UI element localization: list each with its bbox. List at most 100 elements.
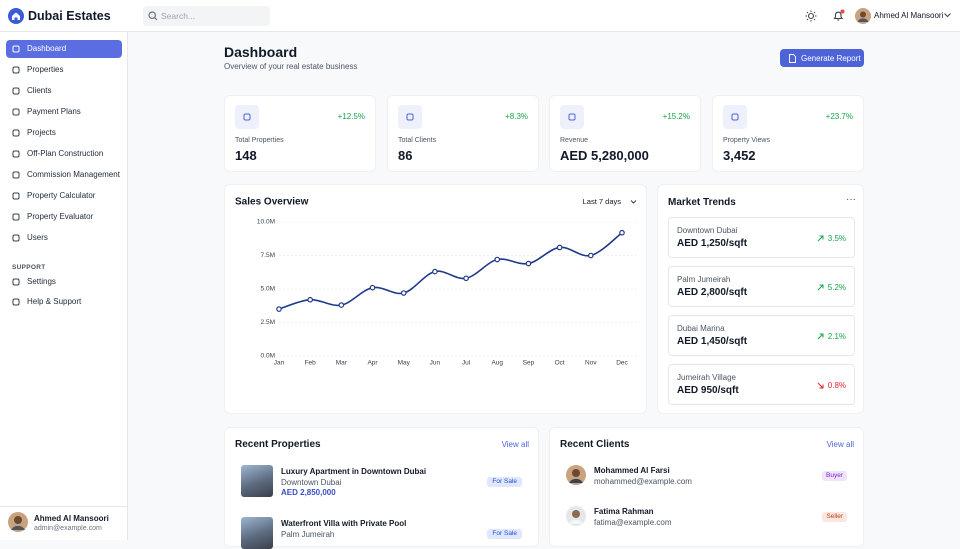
user-name[interactable]: Ahmed Al Mansoori [874,11,944,20]
stat-change: +12.5% [337,112,365,121]
client-avatar [566,465,586,485]
client-type-badge: Seller [822,512,847,522]
nav-label: Property Evaluator [27,212,94,221]
y-tick-label: 10.0M [257,219,275,226]
trend-change: 2.1% [827,332,846,341]
recent-clients-title: Recent Clients [560,439,630,450]
nav-item[interactable]: Property Calculator [6,187,122,205]
property-thumbnail [241,517,273,549]
property-location: Palm Jumeirah [281,530,335,539]
logo [8,8,24,24]
property-price: AED 2,850,000 [281,488,336,497]
data-point [338,302,345,308]
view-all-link[interactable]: View all [501,440,529,449]
icon-glyph [406,113,414,121]
trend-arrow [817,235,824,242]
data-point [619,229,625,236]
nav-item[interactable]: Clients [6,82,122,100]
more-menu[interactable]: ··· [846,194,856,205]
nav-item[interactable]: Off-Plan Construction [6,145,122,163]
icon-glyph [12,192,20,200]
nav-label: Settings [27,277,56,286]
icon [12,171,20,179]
trend-arrow [817,333,824,340]
user-menu-chevron[interactable] [944,13,951,18]
trend-item: Dubai Marina AED 1,450/sqft 2.1% [668,315,855,356]
stat-card: +15.2% Revenue AED 5,280,000 [549,95,701,172]
icon-glyph [12,213,20,221]
property-location: Downtown Dubai [281,478,342,487]
stat-change: +8.3% [505,112,528,121]
nav-item[interactable]: Payment Plans [6,103,122,121]
icon-glyph [12,108,20,116]
icon [12,45,20,53]
icon-glyph [12,298,20,306]
nav-item[interactable]: Dashboard [6,40,122,58]
trend-price: AED 1,250/sqft [677,238,748,249]
data-point [556,244,563,251]
icon-glyph [12,234,20,242]
icon-glyph [12,66,20,74]
x-tick-label: Aug [491,360,503,367]
trend-price: AED 1,450/sqft [677,336,748,347]
x-tick-label: Jun [430,360,441,367]
icon [12,129,20,137]
property-name: Luxury Apartment in Downtown Dubai [281,467,427,476]
sidebar-avatar [8,512,28,532]
stat-card: +23.7% Property Views 3,452 [712,95,864,172]
stat-change: +15.2% [662,112,690,121]
support-item[interactable]: Settings [6,273,122,291]
nav-label: Help & Support [27,297,82,306]
search-box[interactable]: Search... [143,6,270,26]
trend-area: Jumeirah Village [677,373,736,382]
sidebar-user-name: Ahmed Al Mansoori [34,514,109,523]
trend-item: Downtown Dubai AED 1,250/sqft 3.5% [668,217,855,258]
x-tick-label: Dec [616,360,628,367]
trend-change: 5.2% [827,283,846,292]
search-icon [148,11,158,21]
sales-line [278,232,623,310]
x-tick-label: Apr [367,360,378,367]
stat-label: Revenue [560,137,589,144]
nav-item[interactable]: Projects [6,124,122,142]
icon [12,278,20,286]
stat-value: 3,452 [723,148,756,163]
support-item[interactable]: Help & Support [6,293,122,311]
nav-item[interactable]: Commission Management [6,166,122,184]
nav-label: Off-Plan Construction [27,149,104,158]
notifications[interactable] [832,9,845,22]
trend-price: AED 950/sqft [677,385,739,396]
nav-item[interactable]: Property Evaluator [6,208,122,226]
trend-item: Jumeirah Village AED 950/sqft 0.8% [668,364,855,405]
stat-value: 86 [398,148,413,163]
y-tick-label: 5.0M [261,286,275,293]
arrow-glyph [817,382,824,389]
page-title: Dashboard [224,44,298,60]
data-point [307,296,313,303]
y-tick-label: 2.5M [261,319,275,326]
nav-item[interactable]: Users [6,229,122,247]
user-avatar[interactable] [855,8,871,24]
nav-label: Property Calculator [27,191,96,200]
sidebar: SUPPORT Ahmed Al Mansoori admin@example.… [0,32,128,540]
data-point [463,275,469,282]
icon [12,213,20,221]
generate-report-button[interactable]: Generate Report [780,49,864,67]
icon [12,150,20,158]
icon [12,108,20,116]
client-avatar [566,506,586,526]
data-point [369,284,376,291]
stat-card: +12.5% Total Properties 148 [224,95,376,172]
icon-glyph [12,45,20,53]
dropdown-chevron [630,200,637,204]
data-point [432,268,438,275]
nav-item[interactable]: Properties [6,61,122,79]
trend-arrow [817,284,824,291]
market-trends-card: Market Trends ··· Downtown Dubai AED 1,25… [657,184,864,414]
market-trends-title: Market Trends [668,197,736,208]
theme-toggle[interactable] [805,10,817,22]
view-all-link[interactable]: View all [826,440,854,449]
top-bar: Dubai Estates Search... Ahmed Al Mansoor… [0,0,960,32]
trend-item: Palm Jumeirah AED 2,800/sqft 5.2% [668,266,855,307]
stat-card: +8.3% Total Clients 86 [387,95,539,172]
